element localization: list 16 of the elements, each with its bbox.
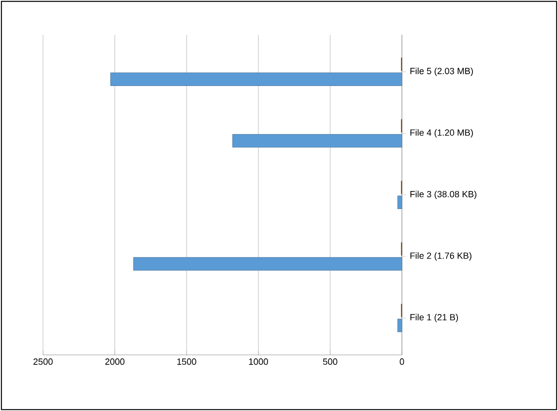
bar [133, 257, 402, 271]
y-tick-label: File 2 (1.76 KB) [410, 252, 472, 261]
y-tick-label: File 1 (21 B) [410, 314, 458, 322]
bar [397, 318, 402, 332]
y-tick-label: File 3 (38.08 KB) [410, 190, 476, 200]
bar [110, 72, 402, 86]
x-tick-label: 2000 [105, 358, 124, 365]
x-tick-label: 2500 [34, 358, 53, 365]
y-tick-label: File 5 (2.03 MB) [410, 68, 473, 76]
y-tick-label: File 4 (1.20 MB) [410, 129, 473, 138]
bar [232, 134, 402, 148]
x-tick-label: 500 [323, 358, 338, 365]
x-tick-label: 0 [400, 358, 404, 365]
bar [397, 196, 402, 210]
x-tick-label: 1500 [177, 358, 196, 365]
x-tick-label: 1000 [249, 358, 268, 365]
